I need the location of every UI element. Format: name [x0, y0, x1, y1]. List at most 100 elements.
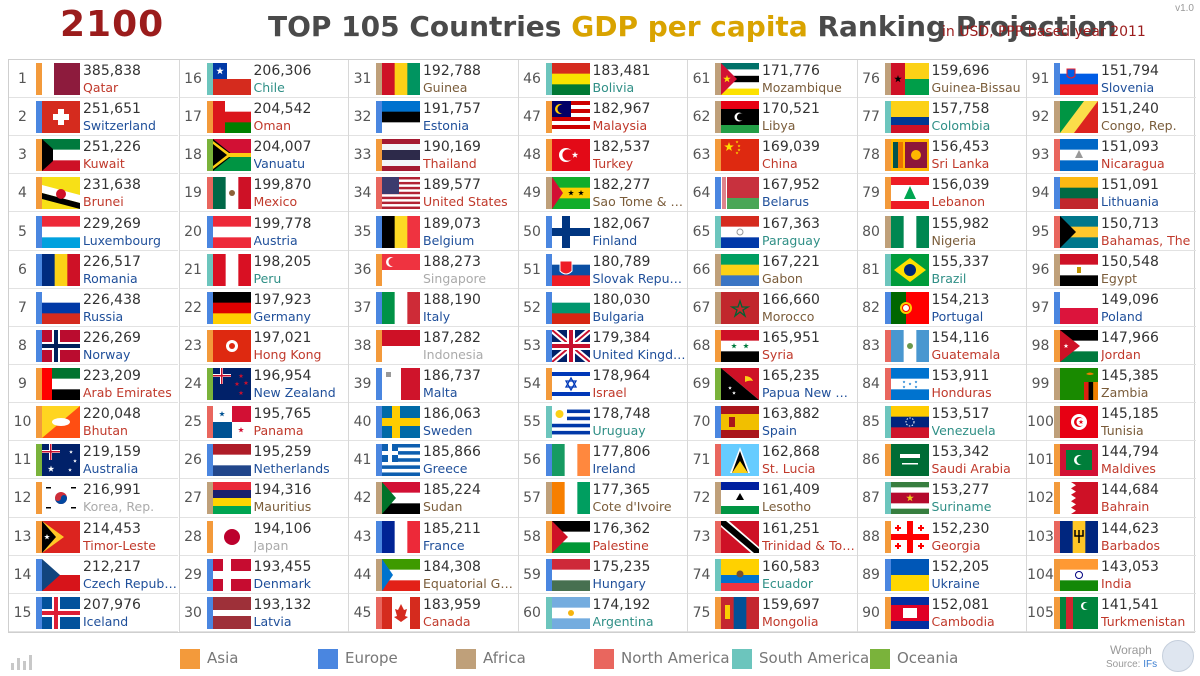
continent-color-bar: [715, 520, 721, 553]
continent-color-bar: [1054, 101, 1060, 134]
flag-icon: [1060, 177, 1098, 210]
continent-color-bar: [884, 406, 891, 439]
rank-number: 31: [353, 71, 372, 87]
country-name: Congo, Rep.: [1101, 118, 1177, 134]
country-name: China: [762, 156, 798, 172]
rank-number: 20: [184, 223, 202, 240]
country-name: Panama: [253, 423, 304, 439]
continent-color-bar: [884, 329, 891, 362]
continent-color-bar: [376, 291, 382, 324]
rank-number: 76: [862, 71, 880, 87]
continent-color-bar: [206, 329, 213, 362]
continent-color-bar: [376, 101, 382, 134]
gdp-value: 179,384: [592, 329, 651, 346]
continent-color-bar: [715, 139, 721, 172]
flag-icon: [382, 520, 420, 553]
continent-color-bar: [884, 139, 891, 172]
rank-number: 45: [353, 604, 372, 621]
flag-icon: [721, 291, 759, 324]
ranking-row: 9 223,209 Arab Emirates: [9, 365, 178, 404]
flag-icon: [721, 177, 759, 210]
flag-icon: [890, 291, 929, 324]
ranking-row: 22 197,923 Germany: [179, 289, 349, 327]
gdp-value: 197,923: [253, 291, 312, 308]
country-name: Guinea-Bissau: [931, 80, 1021, 95]
gdp-value: 189,073: [423, 215, 481, 232]
gdp-value: 182,067: [592, 215, 651, 232]
gdp-value: 193,455: [253, 558, 312, 575]
ranking-row: 19 199,870 Mexico: [179, 174, 349, 213]
ranking-row: 83 154,116 Guatemala: [857, 327, 1027, 365]
rank-number: 55: [523, 414, 541, 431]
flag-icon: [551, 520, 590, 553]
gdp-value: 189,577: [423, 177, 481, 194]
ranking-row: 105 141,541 Turkmenistan: [1027, 594, 1196, 632]
rank-number: 61: [692, 71, 711, 87]
country-name: Tunisia: [1101, 423, 1144, 439]
ranking-row: 70 163,882 Spain: [688, 403, 857, 442]
title-suffix: Ranking Projection: [807, 10, 1117, 43]
gdp-value: 152,081: [931, 596, 990, 613]
legend-label: Asia: [207, 649, 239, 667]
continent-color-bar: [36, 63, 42, 95]
flag-icon: [212, 177, 251, 210]
continent-color-bar: [545, 596, 552, 629]
ranking-row: 37 188,190 Italy: [349, 289, 518, 327]
rank-number: 28: [184, 528, 202, 545]
continent-color-bar: [376, 596, 382, 629]
continent-color-bar: [376, 329, 382, 362]
gdp-value: 144,623: [1101, 520, 1159, 537]
rank-number: 11: [13, 452, 32, 469]
country-name: Mongolia: [762, 613, 819, 629]
flag-icon: [1060, 215, 1098, 248]
rank-number: 64: [692, 185, 711, 202]
ranking-row: 4 231,638 Brunei: [9, 174, 178, 213]
flag-icon: [551, 444, 590, 477]
rank-number: 57: [523, 490, 541, 507]
gdp-value: 196,954: [253, 368, 312, 385]
flag-icon: [42, 291, 80, 324]
country-name: Sri Lanka: [931, 156, 990, 172]
gdp-value: 155,982: [931, 215, 990, 232]
continent-color-bar: [715, 177, 721, 210]
flag-icon: [1060, 558, 1098, 591]
flag-icon: [1060, 101, 1098, 134]
continent-color-bar: [545, 215, 552, 248]
gdp-value: 193,132: [253, 596, 312, 613]
continent-color-bar: [376, 215, 382, 248]
rank-number: 97: [1031, 299, 1050, 316]
legend-swatch: [594, 649, 614, 669]
country-name: Ecuador: [762, 575, 814, 591]
flag-icon: [42, 596, 80, 629]
flag-icon: [42, 215, 80, 248]
ranking-row: 56 177,806 Ireland: [518, 441, 688, 480]
continent-color-bar: [545, 329, 552, 362]
ranking-row: 36 188,273 Singapore: [349, 251, 518, 289]
gdp-value: 214,453: [83, 520, 141, 537]
country-name: Cambodia: [931, 613, 995, 629]
ranking-row: 35 189,073 Belgium: [349, 213, 518, 251]
continent-color-bar: [884, 558, 891, 591]
ranking-row: 95 150,713 Bahamas, The: [1027, 213, 1196, 251]
rank-number: 85: [862, 414, 880, 431]
rank-number: 7: [18, 299, 27, 316]
continent-color-bar: [1054, 63, 1060, 95]
ranking-row: 30 193,132 Latvia: [179, 594, 349, 632]
rank-number: 84: [862, 376, 880, 393]
continent-color-bar: [1054, 482, 1060, 515]
rank-number: 46: [523, 71, 541, 87]
continent-color-bar: [376, 368, 382, 401]
ranking-row: 96 150,548 Egypt: [1027, 251, 1196, 289]
flag-icon: [212, 406, 251, 439]
country-name: Thailand: [423, 156, 477, 172]
flag-icon: [721, 520, 759, 553]
rank-number: 94: [1031, 185, 1050, 202]
country-name: Slovak Republic: [592, 270, 687, 286]
continent-color-bar: [1054, 596, 1060, 629]
flag-icon: [890, 63, 929, 95]
country-name: Malaysia: [592, 118, 648, 134]
rank-number: 101: [1027, 452, 1054, 469]
ranking-row: 61 171,776 Mozambique: [688, 60, 857, 99]
ranking-row: 79 156,039 Lebanon: [857, 174, 1027, 213]
country-name: Suriname: [931, 499, 992, 515]
